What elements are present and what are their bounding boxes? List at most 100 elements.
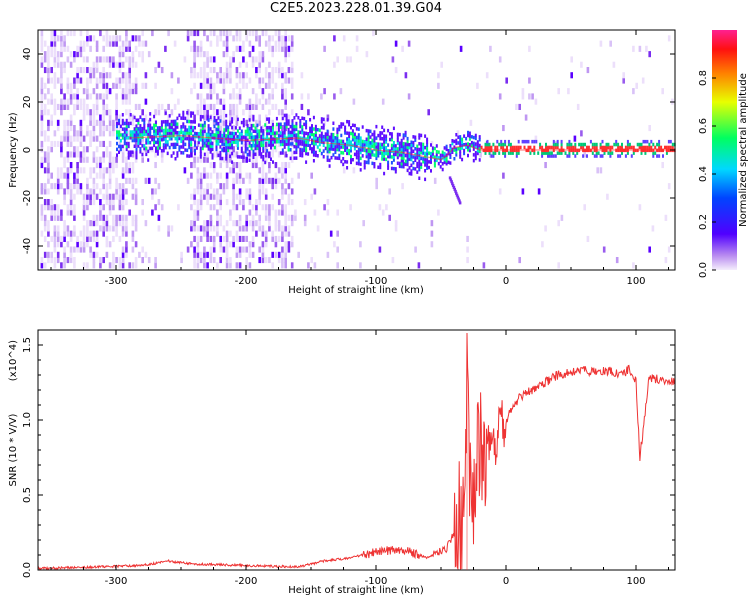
speckle-cell [203, 172, 206, 179]
speckle-cell [235, 103, 239, 110]
speckle-cell [271, 51, 274, 58]
band-cell [346, 119, 349, 124]
speckle-cell [209, 246, 213, 253]
speckle-cell [102, 193, 105, 200]
band-cell [336, 136, 339, 140]
speckle-cell [320, 93, 323, 100]
speckle-cell [73, 257, 76, 264]
band-cell [560, 151, 563, 155]
speckle-cell [95, 82, 99, 89]
speckle-cell [255, 119, 258, 126]
band-cell [572, 151, 575, 155]
band-cell [379, 142, 382, 147]
band-cell [125, 144, 128, 149]
speckle-cell [102, 114, 105, 121]
speckle-cell [128, 61, 131, 68]
band-cell [260, 126, 263, 130]
band-cell [131, 130, 134, 134]
speckle-cell [86, 130, 89, 137]
speckle-cell [225, 77, 229, 84]
x-tick-label: 0 [503, 576, 509, 587]
speckle-cell [66, 156, 70, 163]
speckle-cell [105, 56, 109, 63]
snr-x-label: Height of straight line (km) [288, 585, 424, 596]
speckle-cell [50, 77, 53, 84]
band-cell [548, 154, 551, 158]
band-cell [266, 149, 269, 153]
band-cell [359, 162, 362, 166]
band-cell [509, 151, 512, 155]
speckle-cell [238, 45, 242, 52]
band-cell [336, 144, 339, 149]
speckle-cell [89, 119, 92, 126]
band-cell [344, 160, 347, 164]
band-cell [133, 130, 136, 134]
speckle-cell [190, 67, 193, 74]
speckle-cell [222, 98, 226, 105]
speckle-cell [261, 241, 265, 248]
band-cell [646, 145, 649, 150]
band-cell [422, 151, 425, 155]
band-cell [156, 131, 159, 136]
band-cell [258, 132, 261, 136]
band-cell [311, 129, 313, 134]
speckle-cell [281, 72, 284, 79]
band-cell [305, 160, 308, 164]
band-cell [182, 110, 185, 115]
band-cell [332, 153, 335, 157]
band-cell [449, 146, 452, 151]
band-cell [256, 143, 259, 148]
speckle-cell [323, 204, 326, 211]
speckle-cell [118, 188, 122, 195]
band-cell [381, 142, 384, 147]
band-cell [545, 151, 547, 155]
band-cell [272, 143, 274, 147]
band-cell [484, 151, 487, 155]
band-cell [387, 166, 390, 170]
speckle-cell [95, 183, 99, 190]
speckle-cell [248, 262, 252, 269]
speckle-cell [86, 183, 89, 190]
band-cell [638, 142, 641, 147]
speckle-cell [430, 220, 434, 227]
band-cell [326, 132, 329, 136]
band-cell [279, 139, 282, 144]
band-cell [270, 128, 272, 133]
band-cell [420, 165, 423, 169]
band-cell [669, 139, 672, 144]
band-cell [656, 142, 659, 147]
band-cell [545, 142, 547, 147]
speckle-cell [43, 235, 47, 242]
band-cell [287, 122, 290, 126]
band-cell [408, 154, 411, 159]
speckle-cell [284, 35, 287, 42]
speckle-cell [89, 140, 92, 147]
speckle-cell [199, 82, 203, 89]
band-cell [320, 131, 323, 136]
speckle-cell [339, 88, 343, 95]
speckle-cell [76, 45, 79, 52]
band-cell [488, 145, 491, 150]
band-cell [373, 141, 376, 146]
band-cell [309, 146, 312, 151]
band-cell [340, 159, 343, 164]
speckle-cell [60, 209, 63, 216]
band-cell [258, 140, 261, 145]
band-cell [396, 138, 399, 142]
speckle-cell [196, 156, 200, 163]
band-cell [624, 154, 627, 158]
band-cell [116, 153, 118, 157]
speckle-cell [261, 125, 265, 132]
band-cell [141, 129, 144, 134]
speckle-cell [225, 172, 229, 179]
speckle-cell [199, 67, 203, 74]
band-cell [626, 151, 629, 155]
band-cell [316, 136, 319, 141]
speckle-cell [89, 93, 92, 100]
band-cell [287, 148, 290, 152]
band-cell [402, 144, 405, 149]
speckle-cell [287, 162, 291, 169]
band-cell [385, 134, 388, 138]
speckle-cell [225, 257, 229, 264]
band-cell [219, 130, 222, 135]
